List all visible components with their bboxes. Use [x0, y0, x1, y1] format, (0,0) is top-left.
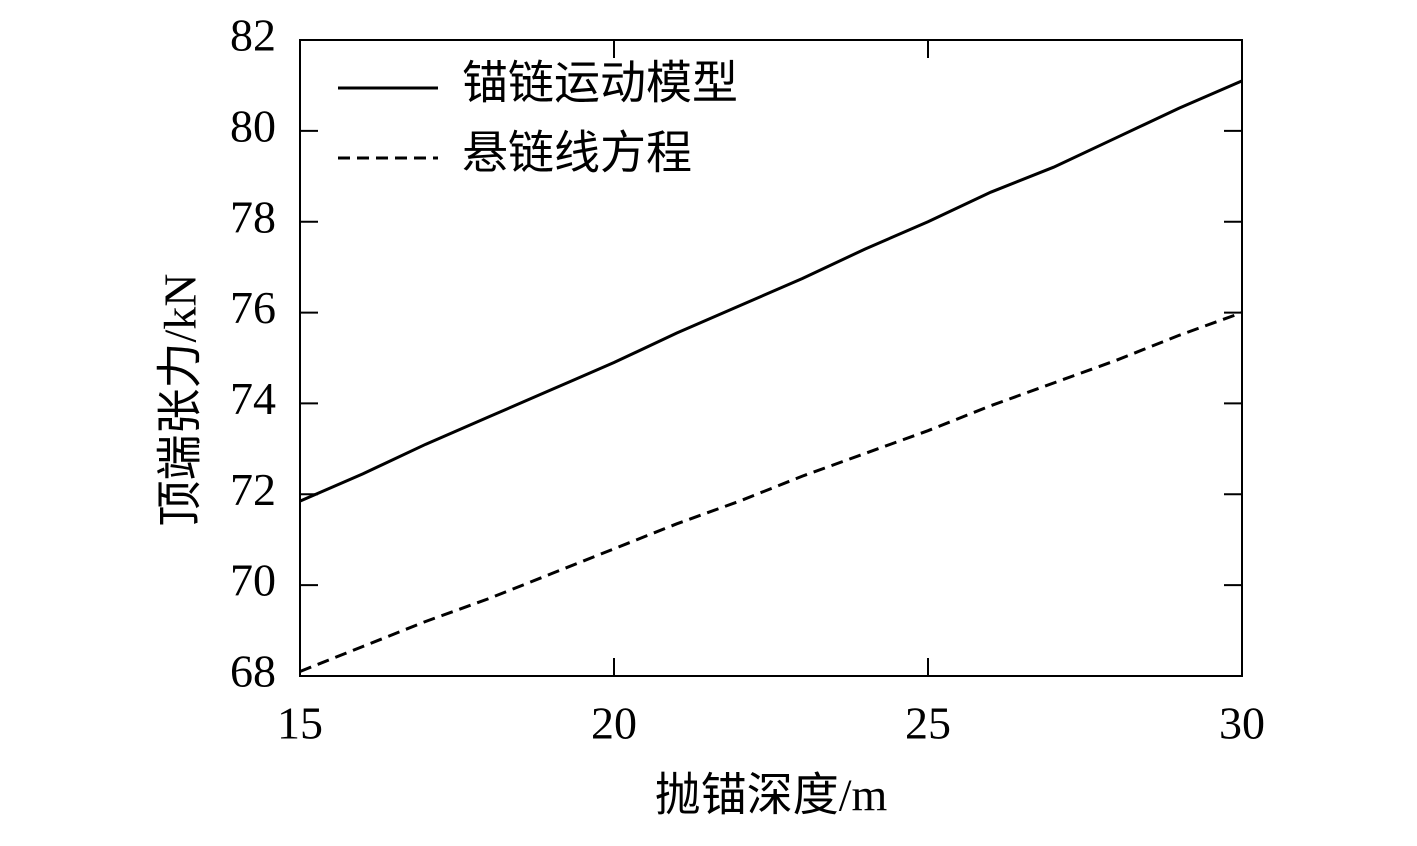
x-tick-label: 15: [277, 698, 323, 749]
y-tick-label: 68: [230, 646, 276, 697]
x-axis-label: 抛锚深度/m: [655, 770, 888, 821]
y-tick-label: 78: [230, 191, 276, 242]
x-tick-label: 25: [905, 698, 951, 749]
y-tick-label: 76: [230, 282, 276, 333]
plot-frame: [299, 39, 1243, 677]
series-line: [299, 311, 1243, 673]
y-tick-label: 70: [230, 555, 276, 606]
legend-label: 悬链线方程: [462, 128, 692, 179]
x-tick-label: 30: [1219, 698, 1265, 749]
y-tick-label: 80: [230, 100, 276, 151]
y-tick-label: 74: [230, 373, 276, 424]
y-tick-label: 82: [230, 10, 276, 61]
x-tick-label: 20: [591, 698, 637, 749]
y-axis-label: 顶端张力/kN: [155, 274, 206, 527]
y-tick-label: 72: [230, 464, 276, 515]
legend-label: 锚链运动模型: [462, 58, 738, 109]
series-line: [299, 79, 1243, 503]
